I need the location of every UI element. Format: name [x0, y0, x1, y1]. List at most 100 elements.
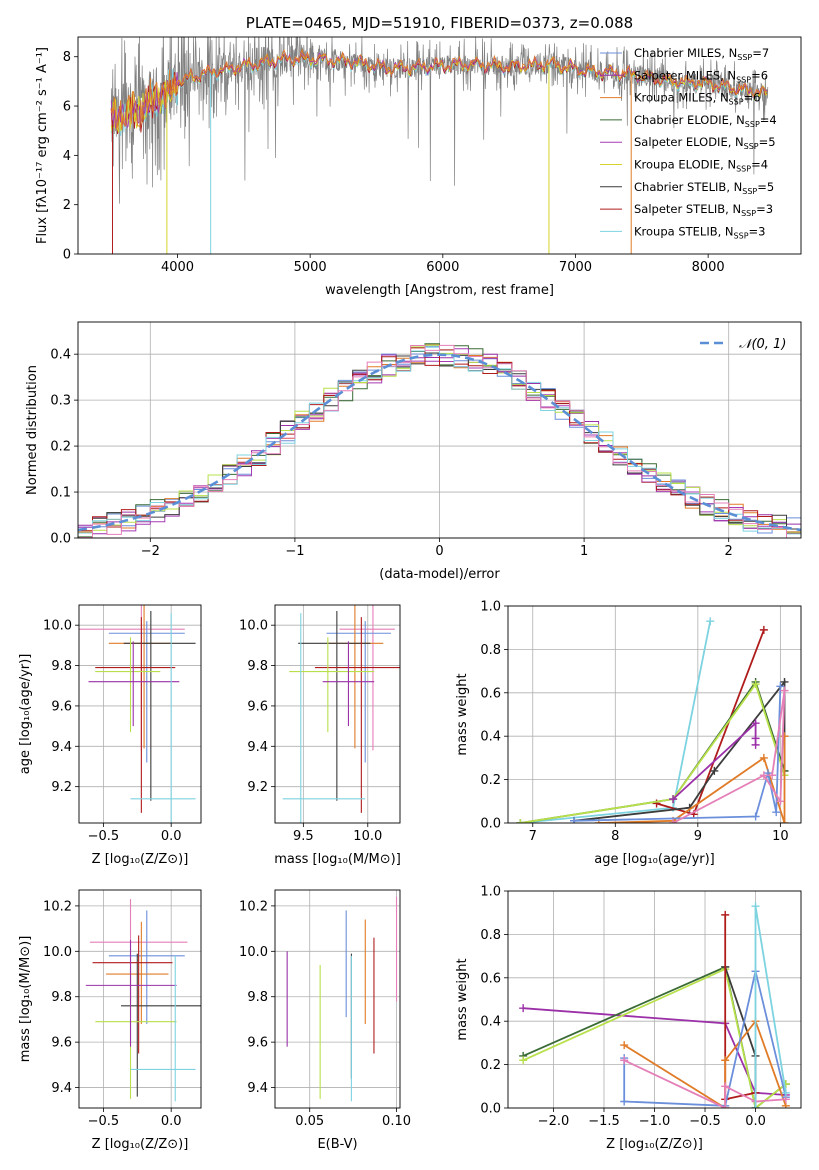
panel-mass-vs-ebv: 0.05 0.10 9.4 9.6 9.8 10.0 10.2 E(B-V)	[239, 889, 411, 1152]
y-tick-label: 9.6	[51, 699, 72, 714]
y-tick-label: 9.4	[247, 1081, 268, 1096]
errorbar-point	[95, 617, 176, 813]
plus-marker	[759, 625, 768, 634]
plus-marker	[519, 1056, 528, 1065]
model-spectrum-line	[110, 51, 768, 136]
x-axis-label: E(B-V)	[317, 1137, 357, 1152]
y-tick-label: 0.2	[50, 440, 71, 455]
y-tick-label: 9.8	[247, 990, 268, 1005]
model-spectrum-line	[110, 48, 768, 131]
plus-marker	[721, 1082, 730, 1091]
weight-line	[573, 679, 786, 822]
x-tick-label: −0.5	[88, 829, 120, 844]
weight-series	[652, 625, 768, 819]
errorbars	[282, 605, 400, 823]
y-tick-label: 9.8	[247, 659, 268, 674]
y-axis-label: Flux [fλ10⁻¹⁷ erg cm⁻² s⁻¹ A⁻¹]	[35, 47, 50, 244]
y-tick-label: 0	[63, 248, 71, 263]
plot-frame	[274, 604, 401, 824]
x-tick-label: 0.0	[161, 829, 182, 844]
legend-entry: Salpeter ELODIE, NSSP=5	[600, 135, 776, 151]
weight-series	[516, 677, 789, 823]
y-axis-label: Normed distribution	[25, 365, 40, 495]
x-tick-label: 4000	[161, 260, 194, 275]
weight-lines	[519, 902, 790, 1108]
x-axis-label: (data-model)/error	[379, 567, 500, 582]
plus-marker	[519, 1004, 528, 1013]
errorbars	[85, 899, 201, 1102]
histogram-steps	[78, 347, 801, 534]
y-tick-label: 10.0	[43, 945, 72, 960]
plot-frame	[78, 604, 202, 824]
hist-lines	[78, 343, 801, 538]
errorbar-point	[314, 617, 400, 813]
y-tick-label: 4	[63, 149, 71, 164]
x-tick-label: −0.5	[88, 1114, 120, 1129]
plus-marker	[763, 769, 772, 778]
errorbar-point	[322, 641, 375, 727]
plus-marker	[706, 617, 715, 626]
legend-label: Salpeter ELODIE, NSSP=5	[634, 135, 776, 151]
plus-marker	[780, 732, 789, 741]
weight-line	[573, 686, 782, 822]
errorbars	[79, 605, 196, 823]
plus-marker	[751, 812, 760, 821]
y-tick-label: 10.0	[239, 945, 268, 960]
histogram-steps	[78, 346, 801, 535]
x-tick-label: −1.0	[639, 1114, 671, 1129]
weight-series	[570, 682, 785, 823]
x-tick-label: 10	[772, 829, 789, 844]
x-tick-label: 1	[580, 544, 588, 559]
plus-marker	[669, 819, 678, 823]
weight-series	[516, 680, 789, 823]
x-tick-label: 9.5	[293, 829, 314, 844]
plus-marker	[780, 677, 789, 686]
y-tick-label: 9.6	[247, 699, 268, 714]
x-axis-label: mass [log₁₀(M/M⊙)]	[274, 852, 401, 867]
legend-label: Chabrier MILES, NSSP=7	[634, 46, 769, 62]
errorbar-point	[123, 611, 196, 801]
legend-entry: Chabrier ELODIE, NSSP=4	[600, 113, 777, 129]
plus-marker	[751, 1104, 760, 1108]
y-tick-label: 0.2	[480, 773, 501, 788]
x-tick-label: 2	[725, 544, 733, 559]
panel-age-vs-mass: 9.5 10.0 9.2 9.4 9.6 9.8 10.0 mass [log₁₀(M/M⊙)…	[239, 604, 401, 867]
plus-marker	[776, 682, 785, 691]
plot-frame	[507, 890, 802, 1109]
y-tick-label: 0.4	[480, 730, 501, 745]
x-tick-label: 9	[694, 829, 702, 844]
plus-marker	[721, 1104, 730, 1108]
legend-entry: Kroupa MILES, NSSP=6	[600, 91, 760, 107]
y-tick-label: 0.1	[50, 486, 71, 501]
legend-label: Salpeter MILES, NSSP=6	[634, 68, 768, 84]
x-tick-label: 6000	[426, 260, 459, 275]
spectrum-lines	[110, 37, 769, 254]
y-tick-label: 9.4	[51, 740, 72, 755]
errorbar-point	[326, 605, 384, 749]
weight-line	[656, 629, 765, 816]
x-tick-label: 7000	[559, 260, 592, 275]
x-tick-label: 0	[435, 544, 443, 559]
plus-marker	[776, 797, 785, 806]
y-tick-label: 10.0	[43, 619, 72, 634]
errorbar-point	[298, 611, 371, 801]
plus-marker	[620, 1097, 629, 1106]
legend-entry: Kroupa STELIB, NSSP=3	[600, 224, 765, 240]
errorbar-point	[289, 637, 375, 733]
panel-residuals: −2 −1 0 1 2 0.0 0.1 0.2 0.3 0.4 (data-model)/error…	[25, 321, 802, 582]
x-axis-label: age [log₁₀(age/yr)]	[594, 852, 715, 867]
x-tick-label: 0.0	[745, 1114, 766, 1129]
y-tick-label: 0.0	[50, 532, 71, 547]
y-tick-label: 6	[63, 100, 71, 115]
y-tick-label: 9.4	[247, 740, 268, 755]
legend-entry: Chabrier STELIB, NSSP=5	[600, 180, 774, 196]
legend-entry: Kroupa ELODIE, NSSP=4	[600, 158, 768, 174]
y-tick-label: 9.2	[51, 780, 72, 795]
x-axis-label: Z [log₁₀(Z/Z⊙)]	[606, 1137, 703, 1152]
x-axis-label: wavelength [Angstrom, rest frame]	[325, 283, 554, 298]
y-axis-label: mass weight	[455, 673, 470, 755]
plus-marker	[751, 680, 760, 689]
plus-marker	[751, 719, 760, 728]
y-tick-label: 1.0	[480, 600, 501, 615]
